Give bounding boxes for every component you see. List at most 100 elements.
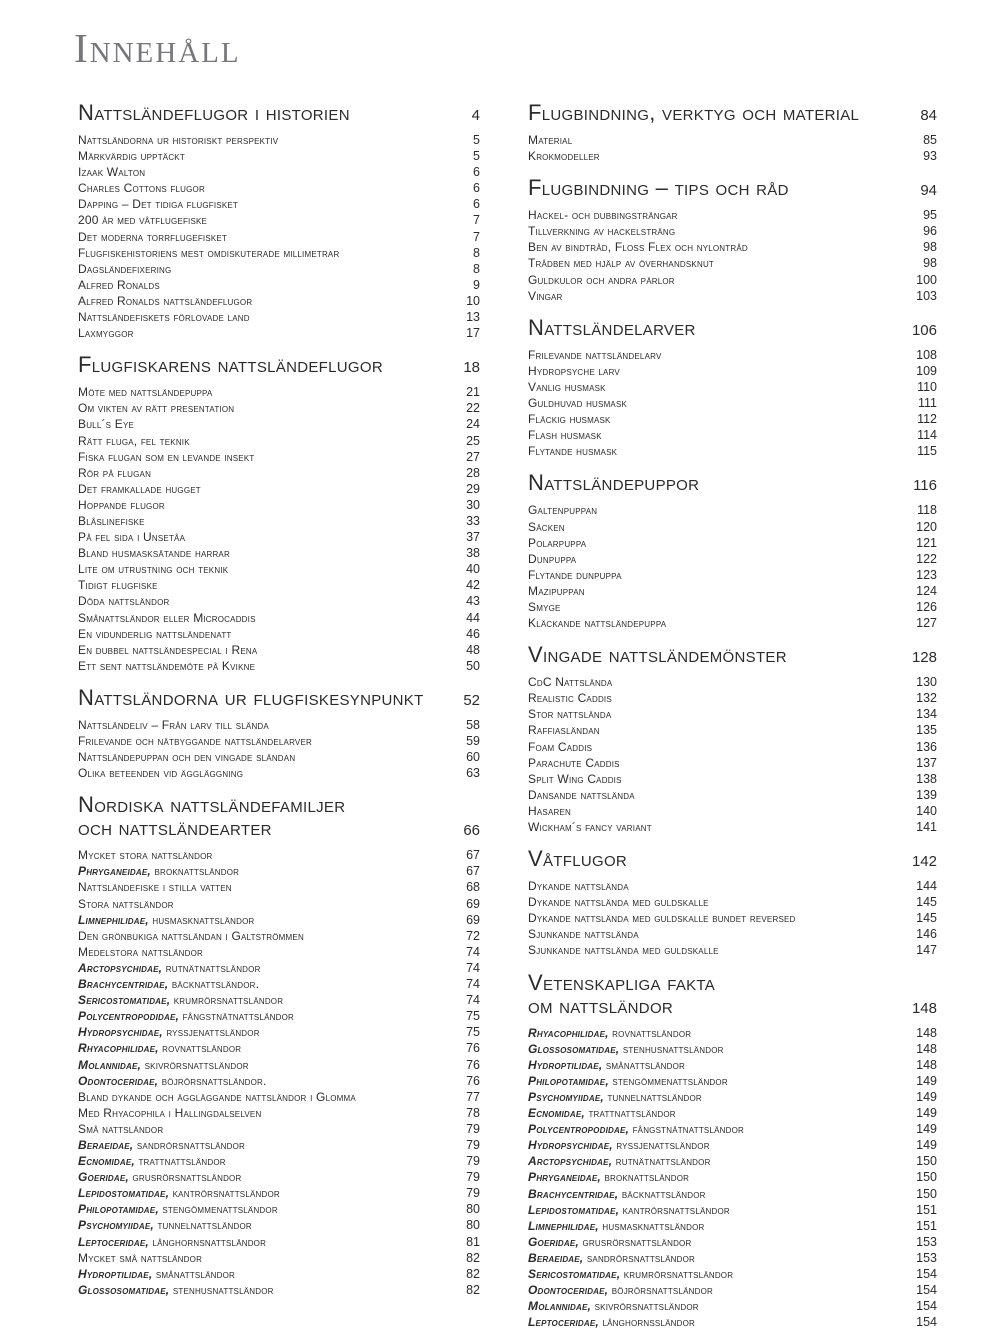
toc-section: Nattsländeflugor i historien 4 Nattsländor… bbox=[78, 102, 480, 341]
toc-section: Flugbindning, verktyg och material 84 Mate… bbox=[528, 102, 937, 164]
toc-entry: Polarpuppa 121 bbox=[528, 535, 937, 551]
toc-entry: Sjunkande nattslända 146 bbox=[528, 926, 937, 942]
toc-entry-label: Polycentropodidae, fångstnätnattsländor bbox=[78, 1009, 294, 1024]
toc-entry-label: Glossosomatidae, stenhusnattsländor bbox=[528, 1041, 724, 1056]
toc-entry-page-number: 82 bbox=[466, 1282, 480, 1297]
toc-entry-page-number: 21 bbox=[466, 385, 480, 400]
toc-entry: Fläckig husmask 112 bbox=[528, 411, 937, 427]
toc-entry-label: Bland dykande och äggläggande nattsländo… bbox=[78, 1089, 356, 1104]
toc-entry-page-number: 76 bbox=[466, 1073, 480, 1088]
toc-entry-page-number: 81 bbox=[466, 1234, 480, 1249]
toc-entry: Flytande dunpuppa 123 bbox=[528, 567, 937, 583]
toc-entry-label: Foam Caddis bbox=[528, 739, 593, 754]
section-heading-text: om nattsländor bbox=[528, 992, 674, 1018]
toc-entry: Guldhuvad husmask 111 bbox=[528, 395, 937, 411]
toc-entry-label: Leptoceridae, långhornssländor bbox=[528, 1315, 695, 1330]
toc-entry-label: Nattsländefiskets förlovade land bbox=[78, 310, 250, 325]
section-page-number: 52 bbox=[463, 691, 480, 709]
toc-entry-label: Polarpuppa bbox=[528, 535, 587, 550]
toc-entry-species-name: Rhyacophilidae, bbox=[528, 1025, 609, 1040]
toc-entry-label: Mycket stora nattsländor bbox=[78, 848, 213, 863]
toc-entry-label: Kläckande nattsländepuppa bbox=[528, 616, 667, 631]
toc-entry-label: Polycentropodidae, fångstnätnattsländor bbox=[528, 1122, 744, 1137]
toc-entry: Material 85 bbox=[528, 132, 937, 148]
toc-entry: Döda nattsländor 43 bbox=[78, 593, 480, 609]
toc-entry: Leptoceridae, långhornssländor 154 bbox=[528, 1314, 937, 1330]
toc-entry-page-number: 148 bbox=[916, 1041, 937, 1056]
section-heading-text: Flugbindning – tips och råd bbox=[528, 175, 789, 201]
toc-entry: Dunpuppa 122 bbox=[528, 551, 937, 567]
toc-entry-page-number: 50 bbox=[466, 658, 480, 673]
toc-entry: Ben av bindtråd, Floss Flex och nylontrå… bbox=[528, 239, 937, 255]
toc-entry: Izaak Walton 6 bbox=[78, 164, 480, 180]
toc-entry-species-name: Hydropsychidae, bbox=[78, 1025, 163, 1040]
toc-entry-label: Ecnomidae, trattnattsländor bbox=[528, 1106, 676, 1121]
toc-entry-label: Leptoceridae, långhornsnattsländor bbox=[78, 1234, 267, 1249]
toc-entry-page-number: 75 bbox=[466, 1009, 480, 1024]
toc-entry: Mycket stora nattsländor 67 bbox=[78, 847, 480, 863]
toc-entry-page-number: 74 bbox=[466, 944, 480, 959]
toc-entry: Glossosomatidae, stenhusnattsländor 82 bbox=[78, 1282, 480, 1298]
toc-entry-label: Rör på flugan bbox=[78, 465, 152, 480]
toc-entry-page-number: 43 bbox=[466, 594, 480, 609]
toc-entry: Glossosomatidae, stenhusnattsländor 148 bbox=[528, 1041, 937, 1057]
toc-entry-label: Ett sent nattsländemöte på Kvikne bbox=[78, 658, 256, 673]
toc-entry-page-number: 137 bbox=[916, 755, 937, 770]
toc-entry-label: Rhyacophilidae, rovnattsländor bbox=[528, 1025, 692, 1040]
toc-entry: Flugfiskehistoriens mest omdiskuterade m… bbox=[78, 245, 480, 261]
toc-entry-page-number: 151 bbox=[916, 1202, 937, 1217]
toc-entry-page-number: 79 bbox=[466, 1154, 480, 1169]
toc-entry-label: Lite om utrustning och teknik bbox=[78, 562, 229, 577]
toc-entry: Laxmyggor 17 bbox=[78, 325, 480, 341]
toc-entry-label: Mycket små nattsländor bbox=[78, 1250, 203, 1265]
toc-entry: Polycentropodidae, fångstnätnattsländor 1… bbox=[528, 1121, 937, 1137]
toc-section: Nordiska nattsländefamiljer och nattsländ… bbox=[78, 794, 480, 1298]
section-heading-row: och nattsländearter 66 bbox=[78, 817, 480, 842]
toc-entry-label: Psychomyiidae, tunnelnattsländor bbox=[528, 1089, 702, 1104]
toc-entry-label: Det framkallade hugget bbox=[78, 481, 201, 496]
toc-entry-page-number: 6 bbox=[473, 181, 480, 196]
toc-entry-species-name: Philopotamidae, bbox=[78, 1202, 159, 1217]
toc-entry: Hydropsyche larv 109 bbox=[528, 363, 937, 379]
section-heading-text: och nattsländearter bbox=[78, 815, 272, 841]
toc-entry-label: Små nattsländor bbox=[78, 1121, 164, 1136]
toc-entry-page-number: 132 bbox=[916, 691, 937, 706]
toc-entry: Dansande nattslända 139 bbox=[528, 787, 937, 803]
toc-entry-label: Nattsländeliv – Från larv till slända bbox=[78, 717, 269, 732]
toc-entry-species-name: Beraeidae, bbox=[528, 1250, 584, 1265]
toc-entry-label: Brachycentridae, bäcknattsländor bbox=[528, 1186, 706, 1201]
toc-entry-page-number: 149 bbox=[916, 1073, 937, 1088]
toc-entry: Med Rhyacophila i Hallingdalselven 78 bbox=[78, 1105, 480, 1121]
toc-entry-label: Arctopsychidae, rutnätnattsländor bbox=[528, 1154, 711, 1169]
toc-entry: Charles Cottons flugor 6 bbox=[78, 180, 480, 196]
toc-entry-species-name: Brachycentridae, bbox=[528, 1186, 619, 1201]
toc-entry: Leptoceridae, långhornsnattsländor 81 bbox=[78, 1234, 480, 1250]
section-page-number: 84 bbox=[920, 107, 937, 124]
toc-entry-page-number: 149 bbox=[916, 1106, 937, 1121]
toc-entry: Wickham´s fancy variant 141 bbox=[528, 819, 937, 835]
toc-entry-label: Det moderna torrflugefisket bbox=[78, 229, 228, 244]
toc-entry-label: Om vikten av rätt presentation bbox=[78, 401, 235, 416]
toc-entry-species-name: Ecnomidae, bbox=[528, 1106, 585, 1121]
toc-entry-species-name: Sericostomatidae, bbox=[528, 1266, 621, 1281]
toc-entry-page-number: 100 bbox=[916, 272, 937, 287]
toc-entry: Frilevande nattsländelarv 108 bbox=[528, 347, 937, 363]
toc-entry-label: Dapping – Det tidiga flugfisket bbox=[78, 197, 239, 212]
section-page-number: 66 bbox=[463, 822, 480, 840]
toc-entry: Molannidae, skivrörsnattsländor 154 bbox=[528, 1298, 937, 1314]
toc-entry-page-number: 74 bbox=[466, 993, 480, 1008]
toc-entry: Medelstora nattsländor 74 bbox=[78, 944, 480, 960]
toc-entry-species-name: Limnephilidae, bbox=[528, 1218, 599, 1233]
toc-entry: Lite om utrustning och teknik 40 bbox=[78, 561, 480, 577]
toc-entry-page-number: 153 bbox=[916, 1234, 937, 1249]
toc-entry: Split Wing Caddis 138 bbox=[528, 771, 937, 787]
toc-entry-page-number: 141 bbox=[916, 820, 937, 834]
section-heading-row: Nattsländeflugor i historien 4 bbox=[78, 102, 480, 127]
toc-entry-label: Dagsländefixering bbox=[78, 261, 172, 276]
toc-entry-species-name: Arctopsychidae, bbox=[528, 1154, 613, 1169]
section-heading-row: Nattsländorna ur flugfiskesynpunkt 52 bbox=[78, 686, 480, 712]
toc-entry: Rhyacophilidae, rovnattsländor 76 bbox=[78, 1040, 480, 1056]
toc-entry: Guldkulor och andra pärlor 100 bbox=[528, 272, 937, 288]
toc-section: Nattsländelarver 106 Frilevande nattslände… bbox=[528, 316, 937, 460]
section-heading-text: Nordiska nattsländefamiljer bbox=[78, 792, 346, 818]
